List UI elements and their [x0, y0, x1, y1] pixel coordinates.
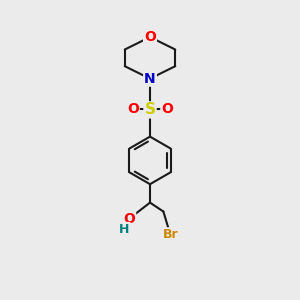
Text: O: O: [161, 102, 173, 116]
Text: S: S: [145, 102, 155, 117]
Text: O: O: [144, 30, 156, 44]
Text: H: H: [119, 223, 130, 236]
Text: Br: Br: [162, 228, 178, 241]
Text: N: N: [144, 72, 156, 86]
Text: O: O: [123, 212, 135, 226]
Text: O: O: [127, 102, 139, 116]
